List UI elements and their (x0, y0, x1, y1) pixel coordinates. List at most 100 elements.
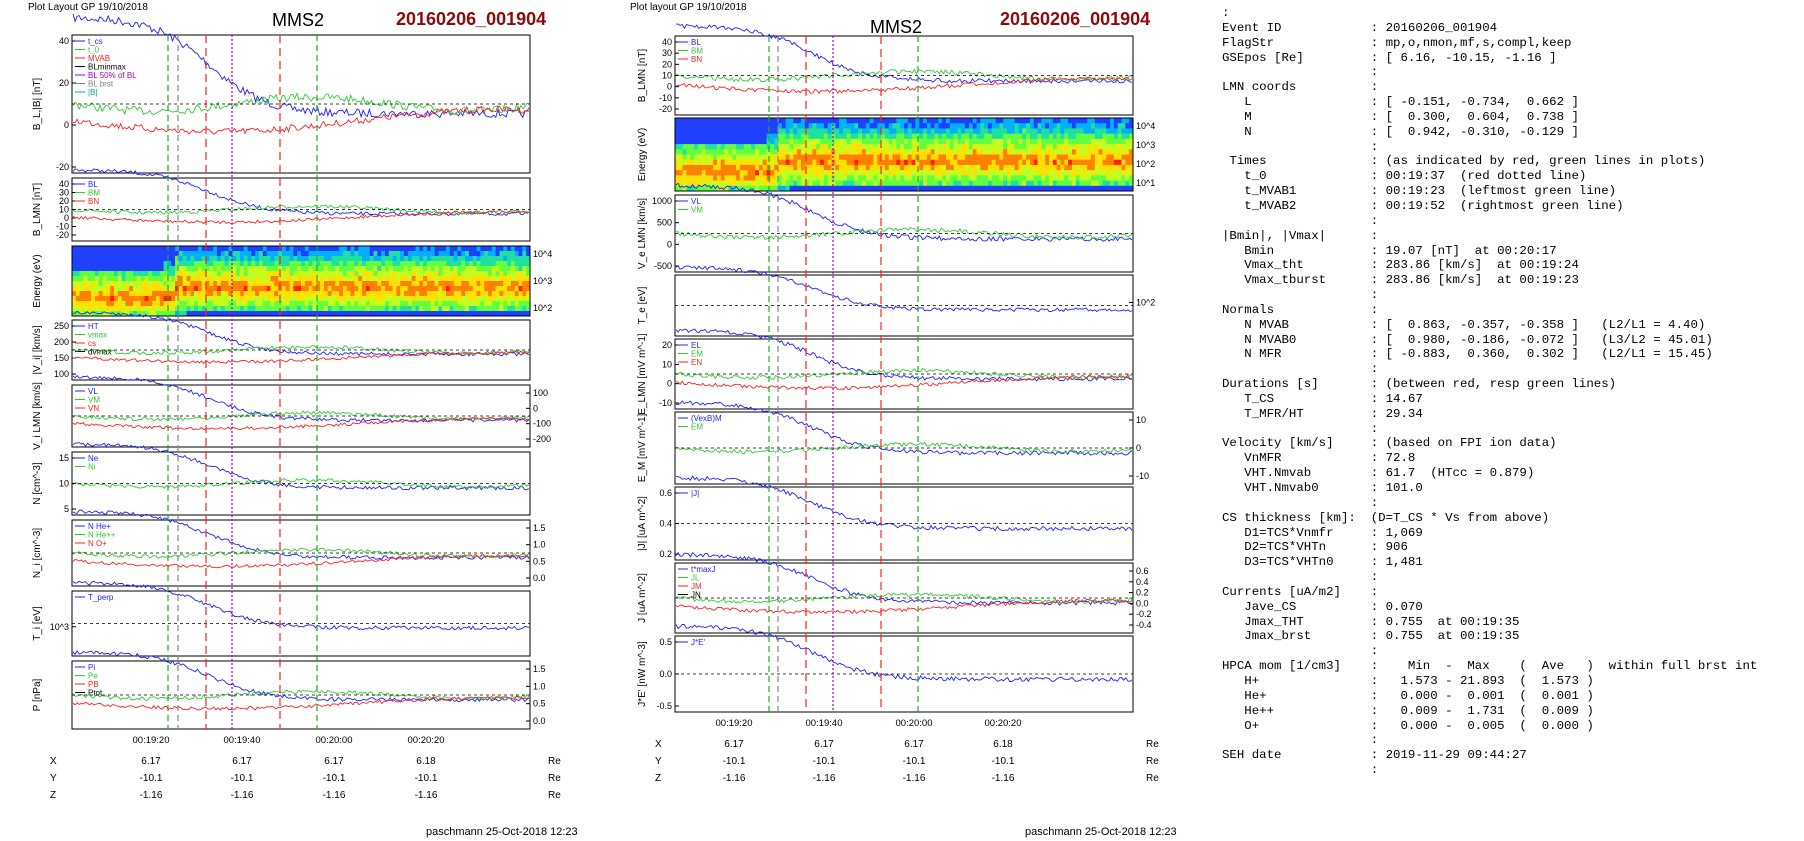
spectrogram-cell (1091, 159, 1096, 166)
spectrogram-cell (678, 138, 684, 145)
spectrogram-cell (1117, 154, 1123, 161)
spectrogram-cell (75, 261, 81, 267)
spectrogram-cell (239, 276, 245, 282)
spectrogram-cell (175, 286, 180, 292)
spectrogram-cell (228, 311, 233, 317)
spectrogram-cell (113, 281, 119, 287)
spectrogram-cell (869, 123, 874, 129)
spectrogram-cell (1121, 154, 1126, 161)
spectrogram-cell (835, 175, 840, 182)
spectrogram-cell (705, 123, 710, 129)
spectrogram-cell (266, 271, 271, 277)
spectrogram-cell (976, 180, 981, 187)
spectrogram-cell (923, 159, 928, 166)
spectrogram-cell (1117, 164, 1123, 171)
spectrogram-cell (514, 286, 520, 292)
spectrogram-cell (94, 281, 100, 287)
spectrogram-cell (182, 251, 187, 257)
spectrogram-cell (743, 128, 749, 135)
spectrogram-cell (1014, 118, 1019, 124)
spectrogram-cell (522, 266, 527, 272)
spectrogram-cell (858, 149, 863, 155)
legend-entry: (VexB)M (691, 414, 722, 423)
spectrogram-cell (514, 251, 520, 257)
spectrogram-cell (888, 175, 894, 182)
spectrogram-cell (259, 276, 264, 282)
spectrogram-cell (716, 149, 722, 155)
spectrogram-cell (217, 311, 222, 317)
spectrogram-cell (419, 286, 424, 292)
position-value: 6.17 (814, 739, 834, 750)
spectrogram-cell (476, 246, 481, 252)
spectrogram-cell (881, 118, 886, 124)
spectrogram-cell (1029, 149, 1035, 155)
spectrogram-cell (342, 271, 348, 277)
spectrogram-cell (812, 159, 817, 166)
spectrogram-cell (919, 170, 924, 176)
spectrogram-cell (98, 291, 104, 297)
spectrogram-cell (1014, 123, 1019, 129)
spectrogram-cell (686, 185, 691, 192)
spectrogram-cell (358, 311, 363, 317)
spectrogram-cell (720, 175, 726, 182)
spectrogram-cell (415, 311, 420, 317)
spectrogram-cell (1083, 175, 1088, 182)
spectrogram-cell (896, 185, 901, 192)
spectrogram-cell (228, 306, 233, 312)
spectrogram-cell (110, 251, 115, 257)
spectrogram-cell (396, 276, 401, 282)
right-header: Plot layout GP 19/10/2018 (630, 2, 747, 13)
spectrogram-cell (434, 256, 439, 262)
spectrogram-cell (957, 123, 962, 129)
spectrogram-cell (873, 170, 878, 176)
spectrogram-cell (1091, 154, 1096, 161)
spectrogram-cell (953, 144, 958, 150)
spectrogram-cell (995, 149, 1000, 155)
spectrogram-cell (426, 266, 432, 272)
spectrogram-cell (919, 159, 924, 166)
spectrogram-cell (728, 159, 733, 166)
spectrogram-cell (842, 154, 848, 161)
spectrogram-cell (400, 306, 405, 312)
spectrogram-cell (831, 185, 836, 192)
spectrogram-cell (1045, 175, 1050, 182)
spectrogram-cell (1022, 128, 1027, 135)
spectrogram-cell (728, 154, 733, 161)
spectrogram-cell (190, 286, 195, 292)
spectrogram-cell (312, 301, 317, 307)
spectrogram-cell (896, 118, 901, 124)
spectrogram-cell (850, 164, 855, 171)
spectrogram-cell (1026, 138, 1031, 145)
spectrogram-cell (812, 149, 817, 155)
spectrogram-cell (190, 276, 195, 282)
spectrogram-cell (423, 246, 428, 252)
spectrogram-cell (1102, 118, 1107, 124)
spectrogram-cell (739, 159, 745, 166)
spectrogram-cell (297, 291, 302, 297)
spectrogram-cell (491, 291, 497, 297)
spectrogram-cell (507, 291, 512, 297)
spectrogram-cell (800, 159, 806, 166)
spectrogram-cell (720, 123, 726, 129)
spectrogram-cell (297, 261, 302, 267)
spectrogram-cell (331, 251, 336, 257)
spectrogram-cell (186, 311, 191, 317)
spectrogram-cell (873, 144, 878, 150)
spectrogram-cell (1121, 133, 1126, 140)
spectrogram-cell (354, 291, 359, 297)
spectrogram-cell (331, 306, 336, 312)
spectrogram-cell (148, 291, 153, 297)
spectrogram-cell (297, 266, 302, 272)
spectrogram-cell (739, 144, 745, 150)
spectrogram-cell (968, 123, 974, 129)
spectrogram-cell (713, 164, 718, 171)
spectrogram-cell (495, 306, 500, 312)
spectrogram-cell (129, 301, 134, 307)
spectrogram-cell (793, 133, 798, 140)
spectrogram-cell (293, 291, 298, 297)
tick-label: 1.5 (533, 664, 546, 674)
spectrogram-cell (1037, 138, 1042, 145)
spectrogram-cell (113, 296, 119, 302)
spectrogram-cell (778, 123, 783, 129)
spectrogram-cell (869, 128, 874, 135)
